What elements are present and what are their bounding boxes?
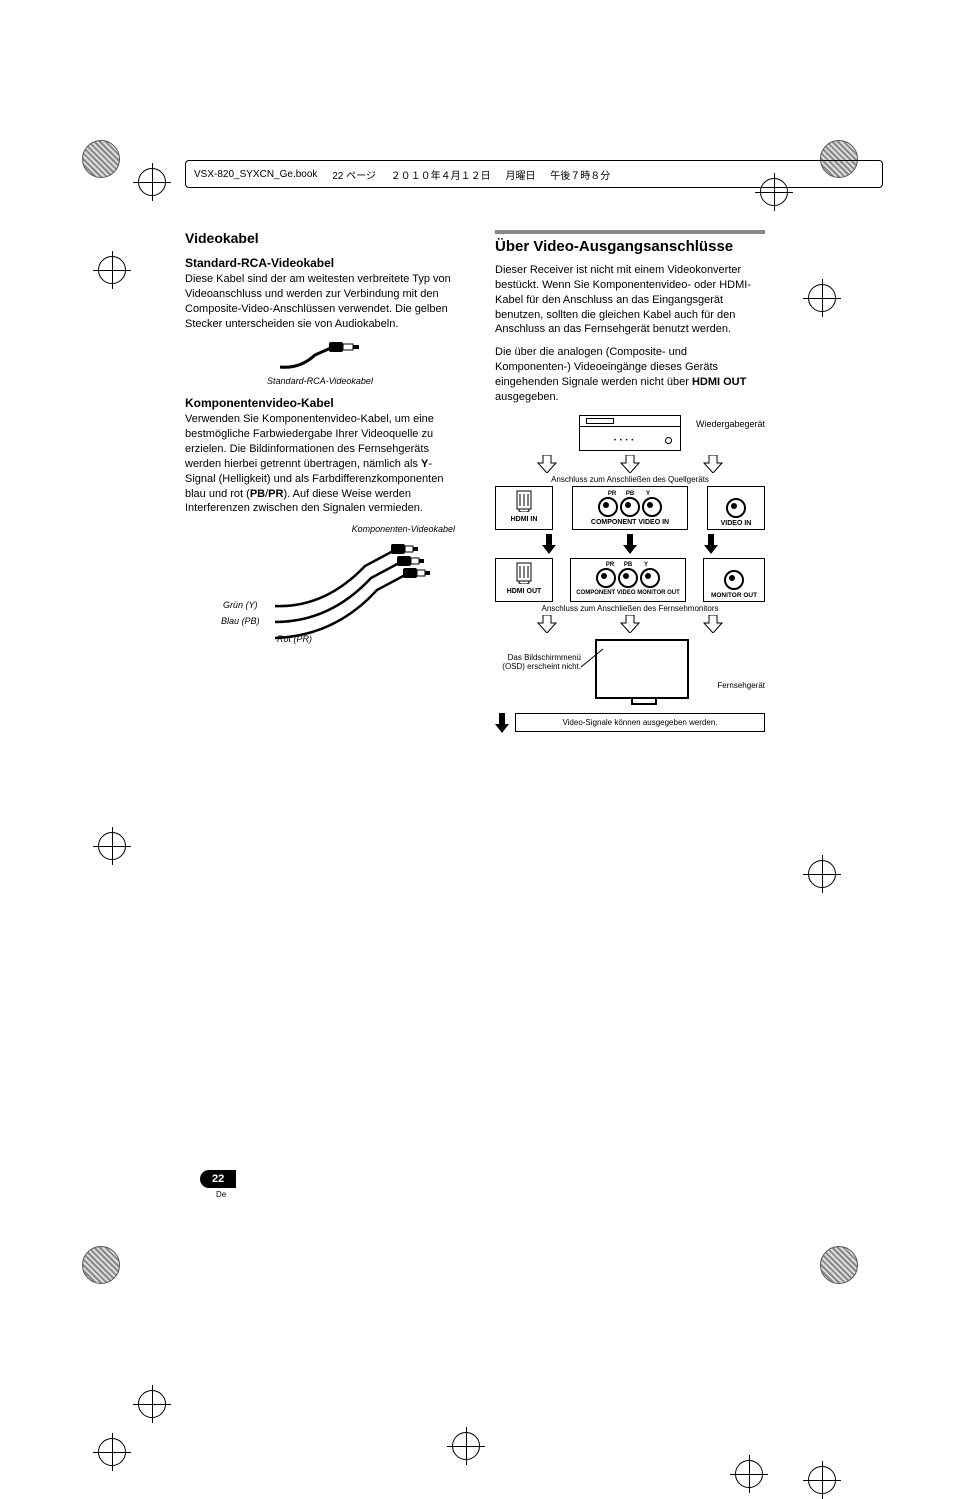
box-monitor-out: MONITOR OUT [703, 558, 765, 602]
arrow-down-icon [703, 615, 723, 633]
label-tv: Fernsehgerät [717, 681, 765, 690]
crop-mark-br-hatch [820, 1246, 858, 1284]
para-component: Verwenden Sie Komponentenvideo-Kabel, um… [185, 412, 455, 516]
tv-icon [595, 639, 689, 699]
signal-flow-diagram: • • • • Wiedergabegerät Anschluss zum An… [495, 415, 765, 733]
crop-mark-bl-hatch [82, 1246, 120, 1284]
box-hdmi-in: HDMI IN [495, 486, 553, 530]
crop-mark-br-ring [735, 1460, 763, 1488]
arrow-down-icon [537, 455, 557, 473]
para-out-2: Die über die analogen (Composite- und Ko… [495, 345, 765, 404]
label-osd-note: Das Bildschirmmenü (OSD) erscheint nicht… [495, 653, 581, 672]
arrow-down-icon [623, 534, 637, 554]
page-number-value: 22 [200, 1170, 236, 1188]
figure-rca-cable: Standard-RCA-Videokabel [185, 339, 455, 386]
arrow-down-icon [542, 534, 556, 554]
label-signal-note: Video-Signale können ausgegeben werden. [515, 713, 765, 732]
arrow-down-icon [620, 455, 640, 473]
arrow-down-icon [620, 615, 640, 633]
arrow-down-icon [537, 615, 557, 633]
header-time: 午後７時８分 [550, 167, 610, 182]
heading-outputs: Über Video-Ausgangsanschlüsse [495, 238, 765, 255]
output-terminal-row: HDMI OUT PRPBY COMPONENT VIDEO MONITOR O… [495, 558, 765, 602]
label-blue: Blau (PB) [221, 616, 260, 626]
page-number: 22 De [200, 1170, 236, 1199]
para-rca: Diese Kabel sind der am weitesten verbre… [185, 272, 455, 331]
label-playback: Wiedergabegerät [696, 419, 765, 429]
arrow-down-icon [495, 713, 509, 733]
box-component-in: PRPBY COMPONENT VIDEO IN [572, 486, 688, 530]
input-terminal-row: HDMI IN PRPBY COMPONENT VIDEO IN VIDEO I… [495, 486, 765, 530]
box-video-in: VIDEO IN [707, 486, 765, 530]
heading-videokabel: Videokabel [185, 230, 455, 246]
header-filename: VSX-820_SYXCN_Ge.book [194, 169, 317, 180]
label-source-terminal: Anschluss zum Anschließen des Quellgerät… [495, 475, 765, 484]
playback-device-icon: • • • • [579, 415, 681, 451]
heading-rca: Standard-RCA-Videokabel [185, 256, 455, 270]
page-lang: De [216, 1190, 236, 1199]
arrow-down-icon [703, 455, 723, 473]
header-page: 22 ページ [332, 167, 376, 182]
heading-component: Komponentenvideo-Kabel [185, 396, 455, 410]
box-hdmi-out: HDMI OUT [495, 558, 553, 602]
label-red: Rot (PR) [277, 634, 312, 644]
header-weekday: 月曜日 [505, 167, 535, 182]
crop-mark-tl-line [98, 256, 126, 284]
caption-component: Komponenten-Videokabel [185, 524, 455, 534]
crop-mark-bc [452, 1432, 480, 1460]
label-green: Grün (Y) [223, 600, 258, 610]
box-component-out: PRPBY COMPONENT VIDEO MONITOR OUT [570, 558, 686, 602]
crop-mark-bl-ring [138, 1390, 166, 1418]
doc-header: VSX-820_SYXCN_Ge.book 22 ページ ２０１０年４月１２日 … [185, 160, 883, 188]
label-tv-terminal: Anschluss zum Anschließen des Fernsehmon… [495, 604, 765, 613]
crop-mark-bl-line [98, 1438, 126, 1466]
crop-mark-tr-line [808, 284, 836, 312]
para-out-1: Dieser Receiver ist nicht mit einem Vide… [495, 263, 765, 337]
crop-mark-tl-hatch [82, 140, 120, 178]
crop-mark-tl-ring [138, 168, 166, 196]
caption-rca: Standard-RCA-Videokabel [185, 376, 455, 386]
crop-mark-ml [98, 832, 126, 860]
figure-component-cable: Komponenten-Videokabel Grün (Y) Blau (PB… [185, 524, 455, 664]
header-date: ２０１０年４月１２日 [391, 167, 491, 182]
crop-mark-mr [808, 860, 836, 888]
rule-heavy [495, 230, 765, 234]
crop-mark-br-line [808, 1466, 836, 1494]
arrow-down-icon [704, 534, 718, 554]
